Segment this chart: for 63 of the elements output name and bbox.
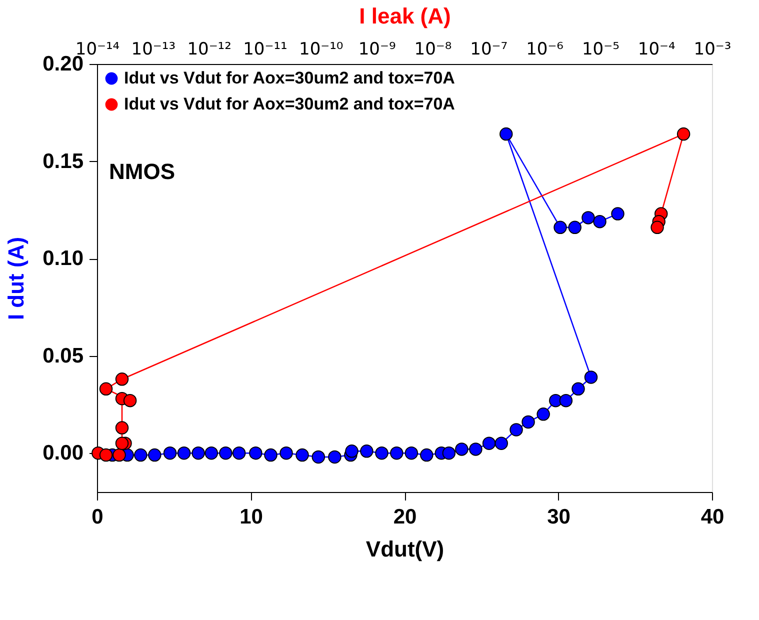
point [510, 423, 523, 436]
x2-tick-label: 10⁻⁴ [638, 40, 676, 60]
x-tick-label: 10 [240, 506, 263, 528]
point [163, 446, 177, 460]
x2-tick-label: 10⁻⁶ [526, 40, 564, 60]
y-tick-label: 0.00 [42, 442, 84, 465]
point [455, 442, 468, 456]
x2-tick-label: 10⁻⁵ [582, 40, 620, 60]
x2-tick-label: 10⁻⁹ [358, 40, 396, 60]
legend-label: Idut vs Vdut for Aox=30um2 and tox=70A [124, 94, 455, 114]
x-tick-label: 0 [92, 506, 104, 528]
y-tick-label: 0.15 [42, 150, 84, 173]
x2-tick-label: 10⁻¹² [187, 40, 232, 60]
y-tick-label: 0.05 [42, 344, 84, 368]
point [312, 450, 326, 464]
y-tick-label: 0.10 [42, 247, 84, 270]
point [328, 450, 342, 464]
point [572, 382, 585, 396]
x2-tick-label: 10⁻¹⁰ [299, 40, 344, 60]
x2-tick-label: 10⁻⁷ [470, 40, 508, 60]
legend-label: Idut vs Vdut for Aox=30um2 and tox=70A [124, 68, 455, 88]
point [442, 446, 456, 460]
point [482, 436, 496, 450]
point [375, 446, 388, 460]
point [420, 448, 434, 462]
point [559, 394, 573, 408]
point [469, 442, 482, 456]
point [611, 207, 624, 220]
y-axis-title: I dut (A) [4, 236, 29, 320]
point [232, 446, 246, 460]
point [296, 448, 309, 462]
point [192, 446, 205, 460]
point [494, 436, 508, 450]
point [177, 446, 191, 460]
point [219, 446, 232, 460]
x-tick-label: 20 [393, 506, 417, 528]
point [554, 220, 567, 234]
point [204, 446, 218, 460]
point [148, 448, 162, 462]
point [500, 127, 513, 141]
point [522, 415, 535, 429]
point [264, 448, 278, 462]
point [536, 408, 550, 421]
x-tick-label: 40 [700, 506, 724, 528]
point [582, 211, 595, 224]
x2-tick-label: 10⁻⁸ [414, 40, 452, 60]
x2-tick-label: 10⁻¹¹ [243, 40, 288, 60]
point [404, 446, 418, 460]
point [280, 446, 293, 460]
point [360, 444, 374, 458]
annotation: NMOS [109, 159, 175, 184]
x-axis-title: Vdut(V) [366, 536, 444, 562]
x-tick-label: 30 [547, 506, 570, 528]
point [584, 370, 598, 384]
x2-tick-label: 10⁻³ [694, 40, 732, 60]
point [568, 220, 582, 234]
point [134, 448, 148, 462]
point [390, 446, 404, 460]
point [345, 444, 358, 458]
x2-axis-title: I leak (A) [359, 4, 451, 28]
point [249, 446, 262, 460]
point [593, 214, 606, 228]
x2-tick-label: 10⁻¹³ [131, 40, 176, 60]
